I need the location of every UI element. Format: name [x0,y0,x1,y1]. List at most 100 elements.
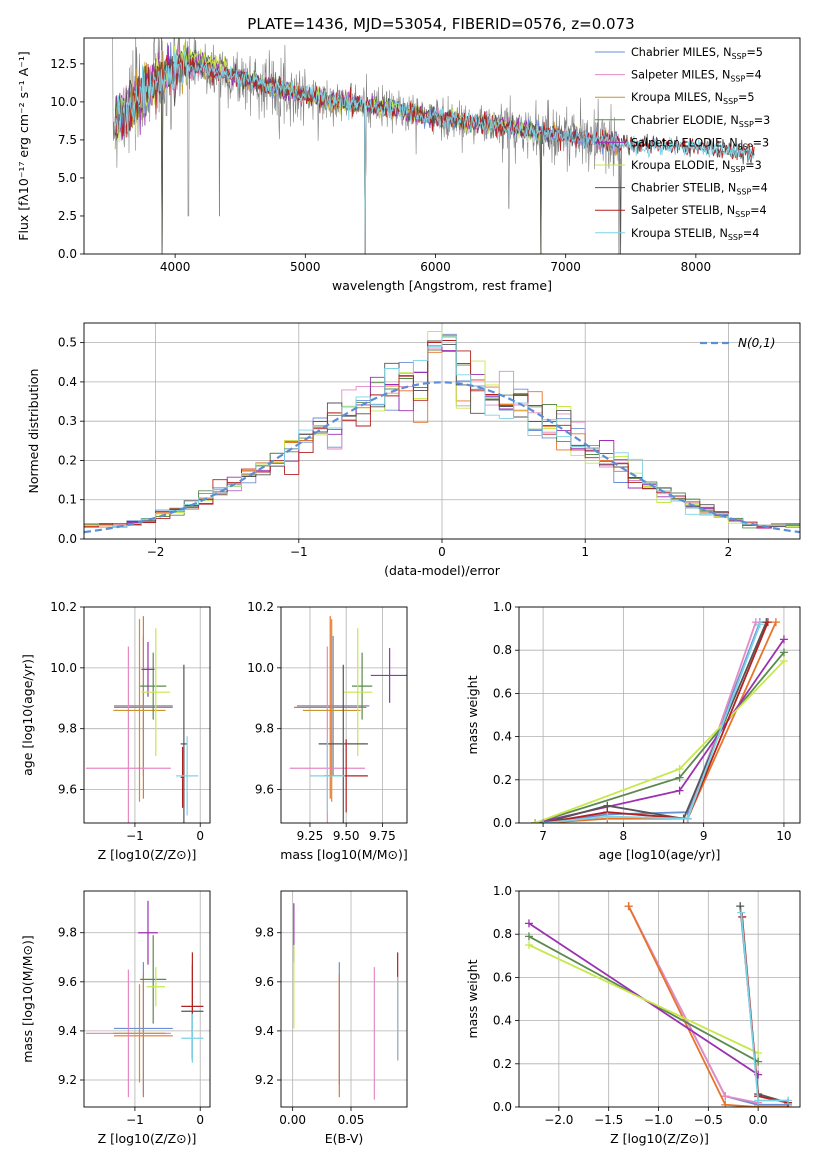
y-tick-label: 9.2 [255,1073,274,1087]
axes-frame [83,606,211,824]
legend-label: Chabrier STELIB, NSSP=4 [631,182,768,197]
y-tick-label: 9.4 [58,1024,77,1038]
data-point-marker [721,1092,730,1101]
mass-weight-vs-metallicity-panel: −2.0 −1.5 −1.0 −0.5 0.0 0.0 0.2 0.4 0.6 0.8 1.0 Z [… [465,884,801,1146]
data-point-marker [524,932,533,941]
y-tick-label: 0.5 [58,336,77,350]
axes-frame [83,37,801,255]
x-axis-label: E(B-V) [325,1131,364,1146]
x-tick-label: 8 [620,829,628,843]
mass-weight-line [543,621,777,823]
y-tick-label: 7.5 [58,133,77,147]
x-tick-label: 10 [776,829,791,843]
data-point-marker [539,819,548,823]
x-tick-label: −1.0 [644,1113,673,1127]
legend-label: Chabrier MILES, NSSP=5 [631,46,763,61]
y-tick-label: 9.6 [255,975,274,989]
y-tick-label: 0.6 [493,970,512,984]
histogram-step-line [84,335,800,527]
data-point-marker [624,902,633,911]
y-tick-label: 0.2 [493,773,512,787]
x-tick-label: 8000 [681,260,712,274]
x-tick-label: 9 [700,829,708,843]
axes-frame [280,606,408,824]
data-point-marker [683,814,692,823]
data-point-marker [721,1100,730,1107]
plot-area [531,618,788,823]
y-tick-label: 0.0 [493,816,512,830]
plot-area [85,616,199,823]
data-point-marker [524,941,533,949]
x-tick-label: 0.05 [338,1113,365,1127]
data-point-marker [603,812,612,821]
plot-area [524,902,793,1107]
data-point-marker [531,819,540,823]
x-tick-label: 9.75 [369,829,396,843]
mass-weight-line [542,621,769,823]
y-tick-label: 0.0 [493,1100,512,1114]
y-tick-label: 0.2 [58,453,77,467]
legend-label: Kroupa MILES, NSSP=5 [631,91,754,106]
x-tick-label: 9.25 [297,829,324,843]
data-point-marker [784,1096,793,1105]
y-tick-label: 0.0 [58,247,77,261]
y-axis-label: mass [log10(M/M⊙)] [20,935,35,1063]
data-point-marker [763,618,772,627]
y-tick-label: 9.6 [58,783,77,797]
x-axis-label: mass [log10(M/M⊙)] [280,847,408,862]
x-tick-label: −1 [126,829,144,843]
y-tick-label: 1.0 [493,600,512,614]
spectrum-panel: 4000 5000 6000 7000 8000 0.0 2.5 5.0 7.5 10.0 12.5… [16,37,801,293]
figure-title: PLATE=1436, MJD=53054, FIBERID=0576, z=0… [247,15,634,33]
y-tick-label: 9.8 [255,926,274,940]
age-vs-metallicity-panel: −1 0 9.6 9.8 10.0 10.2 Z [log10(Z/Z⊙)] age [log… [20,600,211,862]
age-vs-mass-panel: 9.25 9.50 9.75 9.6 9.8 10.0 10.2 mass [log10(M/… [247,600,408,862]
y-tick-label: 0.8 [493,927,512,941]
x-axis-label: age [log10(age/yr)] [599,847,721,862]
data-point-marker [779,635,788,644]
x-tick-label: −2.0 [544,1113,573,1127]
data-point-marker [675,773,684,782]
legend-label: N(0,1) [738,336,775,350]
legend-label: Chabrier ELODIE, NSSP=3 [631,114,770,129]
plot-area [289,616,407,823]
data-point-marker [755,620,764,629]
y-tick-label: 9.8 [255,722,274,736]
x-tick-label: 0.0 [749,1113,768,1127]
legend-label: Salpeter STELIB, NSSP=4 [631,204,767,219]
y-tick-label: 0.2 [493,1057,512,1071]
data-point-marker [736,902,745,911]
y-tick-label: 9.6 [255,783,274,797]
data-point-marker [751,618,760,627]
axes-frame [518,606,801,824]
x-axis-label: (data-model)/error [384,563,501,578]
y-tick-label: 9.2 [58,1073,77,1087]
plot-area [293,903,399,1100]
y-tick-label: 0.3 [58,414,77,428]
y-tick-label: 0.4 [493,1014,512,1028]
legend-label: Kroupa ELODIE, NSSP=3 [631,159,762,174]
axes-frame [280,890,408,1108]
plot-area [112,38,755,254]
y-tick-label: 9.8 [58,926,77,940]
y-axis-label: mass weight [465,959,480,1038]
x-tick-label: 0 [196,1113,204,1127]
y-axis-label: Normed distribution [26,369,41,494]
x-tick-label: −1.5 [594,1113,623,1127]
x-tick-label: 5000 [290,260,321,274]
mass-weight-line [627,905,788,1107]
y-tick-label: 9.8 [58,722,77,736]
histogram-step-line [84,331,800,528]
x-tick-label: −1 [126,1113,144,1127]
y-tick-label: 0.0 [58,532,77,546]
x-tick-label: 0 [196,829,204,843]
y-tick-label: 10.0 [50,95,77,109]
data-point-marker [754,1096,763,1105]
x-tick-label: −2 [147,545,165,559]
x-tick-label: 6000 [420,260,451,274]
x-tick-label: 9.50 [333,829,360,843]
y-tick-label: 0.4 [58,375,77,389]
y-tick-label: 5.0 [58,171,77,185]
